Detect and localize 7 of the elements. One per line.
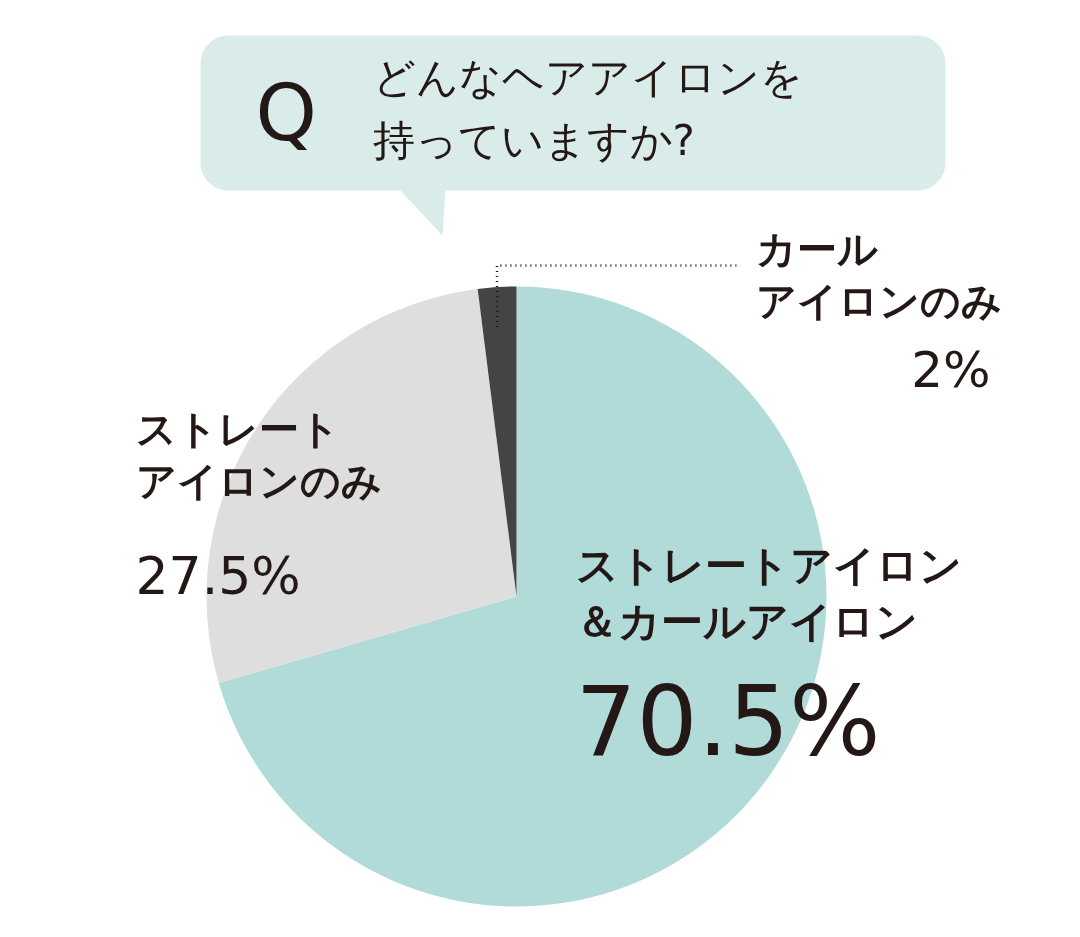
data-label: 70.5% [575, 665, 881, 778]
chart-title: Q どんなヘアアイロンを持っていますか? [255, 52, 803, 166]
slice-label: カールアイロンのみ [755, 225, 1002, 325]
slice-label: ストレートアイロンのみ [135, 405, 382, 505]
slice-label: ストレートアイロン＆カールアイロン [575, 540, 962, 646]
data-label: 27.5% [135, 545, 301, 606]
data-label: 2% [911, 340, 991, 399]
